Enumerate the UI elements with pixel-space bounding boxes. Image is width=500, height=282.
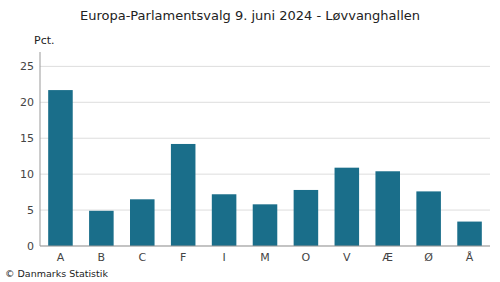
title: Europa-Parlamentsvalg 9. juni 2024 - Løv… bbox=[80, 8, 420, 23]
grid-line bbox=[40, 246, 490, 247]
x-tick-label: B bbox=[98, 251, 106, 264]
x-axis-line bbox=[40, 246, 490, 247]
bar bbox=[294, 190, 319, 246]
y-axis-label: Pct. bbox=[34, 34, 55, 47]
bar bbox=[48, 90, 73, 246]
y-axis-line bbox=[40, 52, 41, 246]
grid-line bbox=[40, 138, 490, 139]
bar bbox=[253, 204, 278, 246]
bar bbox=[375, 171, 400, 246]
x-tick-label: F bbox=[180, 251, 186, 264]
bar bbox=[212, 194, 237, 246]
x-tick-label: I bbox=[222, 251, 225, 264]
y-tick-label: 25 bbox=[20, 60, 34, 73]
y-grid bbox=[40, 66, 490, 246]
x-tick-label: C bbox=[138, 251, 146, 264]
chart-svg: Europa-Parlamentsvalg 9. juni 2024 - Løv… bbox=[0, 0, 500, 282]
bar bbox=[335, 168, 360, 246]
x-tick-label: Å bbox=[466, 251, 474, 264]
y-tick-label: 15 bbox=[20, 132, 34, 145]
bar bbox=[130, 199, 155, 246]
y-tick-label: 20 bbox=[20, 96, 34, 109]
footer: © Danmarks Statistik bbox=[5, 268, 108, 279]
y-tick-label: 0 bbox=[27, 240, 34, 253]
bar bbox=[171, 144, 196, 246]
x-tick-label: V bbox=[343, 251, 351, 264]
page: {"chart_data": {"type": "bar", "title": … bbox=[0, 0, 500, 282]
y-tick-label: 5 bbox=[27, 204, 34, 217]
x-tick-label: O bbox=[302, 251, 311, 264]
bars bbox=[48, 90, 482, 246]
x-tick-label: A bbox=[57, 251, 65, 264]
x-tick-label: Ø bbox=[424, 251, 433, 264]
grid-line bbox=[40, 102, 490, 103]
grid-line bbox=[40, 174, 490, 175]
bar bbox=[416, 191, 441, 246]
x-tick-label: M bbox=[260, 251, 270, 264]
chart-container: Europa-Parlamentsvalg 9. juni 2024 - Løv… bbox=[0, 0, 500, 282]
grid-line bbox=[40, 66, 490, 67]
bar bbox=[89, 211, 114, 246]
bar bbox=[457, 222, 482, 246]
x-tick-label: Æ bbox=[382, 251, 393, 264]
y-tick-label: 10 bbox=[20, 168, 34, 181]
